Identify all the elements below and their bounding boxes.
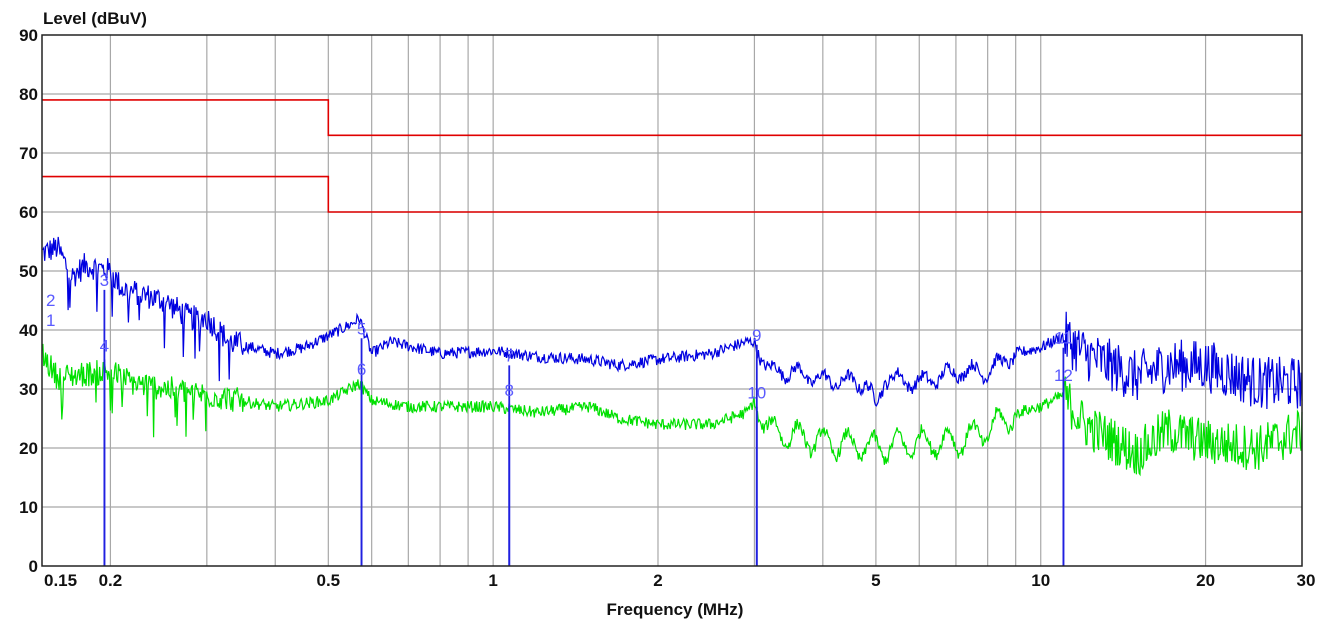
marker-label: 5 bbox=[357, 319, 366, 338]
marker-label: 4 bbox=[100, 337, 109, 356]
x-axis-title: Frequency (MHz) bbox=[607, 600, 744, 619]
y-tick-label: 0 bbox=[29, 557, 38, 576]
y-axis-title: Level (dBuV) bbox=[43, 9, 147, 28]
x-tick-label: 1 bbox=[488, 571, 497, 590]
peak-trace bbox=[41, 236, 1303, 410]
limit-lines bbox=[42, 99, 1302, 213]
marker-label: 11 bbox=[1055, 329, 1073, 348]
traces bbox=[41, 236, 1303, 477]
y-tick-label: 30 bbox=[19, 380, 38, 399]
limit-line bbox=[42, 99, 1302, 137]
x-tick-label: 0.2 bbox=[99, 571, 123, 590]
x-tick-label: 10 bbox=[1031, 571, 1050, 590]
y-tick-label: 80 bbox=[19, 85, 38, 104]
y-tick-label: 70 bbox=[19, 144, 38, 163]
marker-label: 6 bbox=[357, 360, 366, 379]
plot-frame bbox=[41, 34, 1303, 567]
x-tick-label: 2 bbox=[653, 571, 662, 590]
marker-label: 3 bbox=[100, 271, 109, 290]
grid bbox=[42, 35, 1302, 566]
y-tick-label: 60 bbox=[19, 203, 38, 222]
marker-label: 10 bbox=[747, 384, 766, 403]
marker-label: 2 bbox=[46, 291, 55, 310]
marker-label: 8 bbox=[505, 381, 514, 400]
x-tick-label: 30 bbox=[1297, 571, 1316, 590]
x-tick-label: 0.15 bbox=[44, 571, 77, 590]
y-tick-label: 10 bbox=[19, 498, 38, 517]
y-tick-label: 90 bbox=[19, 26, 38, 45]
y-tick-label: 20 bbox=[19, 439, 38, 458]
x-tick-label: 20 bbox=[1196, 571, 1215, 590]
y-tick-label: 50 bbox=[19, 262, 38, 281]
average-trace bbox=[41, 343, 1303, 477]
marker-label: 9 bbox=[752, 326, 761, 345]
marker-label: 1 bbox=[46, 311, 55, 330]
limit-line bbox=[42, 175, 1302, 213]
marker-label: 12 bbox=[1054, 366, 1073, 385]
marker-label: 7 bbox=[505, 346, 514, 365]
y-tick-labels: 0 10 20 30 40 50 60 70 80 90 bbox=[19, 26, 38, 576]
x-tick-labels: 0.15 0.2 0.5 1 2 5 10 20 30 bbox=[44, 571, 1315, 590]
x-tick-label: 0.5 bbox=[316, 571, 340, 590]
x-tick-label: 5 bbox=[871, 571, 880, 590]
y-tick-label: 40 bbox=[19, 321, 38, 340]
